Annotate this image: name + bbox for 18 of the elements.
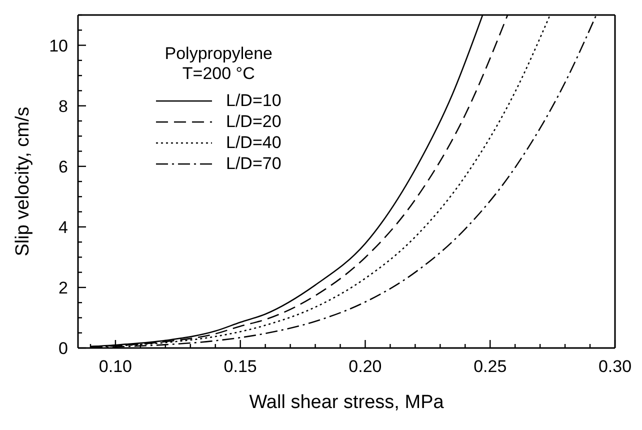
legend-label: L/D=70 — [226, 154, 282, 174]
y-tick-label: 10 — [49, 36, 68, 56]
y-tick-label: 8 — [58, 96, 68, 116]
x-tick-label: 0.15 — [224, 357, 257, 376]
x-tick-label: 0.25 — [474, 357, 507, 376]
y-tick-label: 0 — [58, 339, 68, 358]
legend-label: L/D=20 — [226, 112, 282, 132]
legend-title: Polypropylene T=200 °C — [164, 44, 274, 84]
legend-label: L/D=10 — [226, 90, 282, 110]
y-axis-title: Slip velocity, cm/s — [12, 106, 34, 256]
legend-label: L/D=40 — [226, 132, 282, 152]
y-tick-label: 2 — [58, 278, 68, 298]
x-tick-label: 0.20 — [348, 357, 382, 376]
y-tick-label: 6 — [58, 157, 68, 176]
x-tick-label: 0.30 — [598, 357, 632, 376]
x-tick-label: 0.10 — [98, 357, 132, 376]
x-axis-title: Wall shear stress, MPa — [249, 392, 444, 413]
y-tick-label: 4 — [58, 218, 68, 237]
